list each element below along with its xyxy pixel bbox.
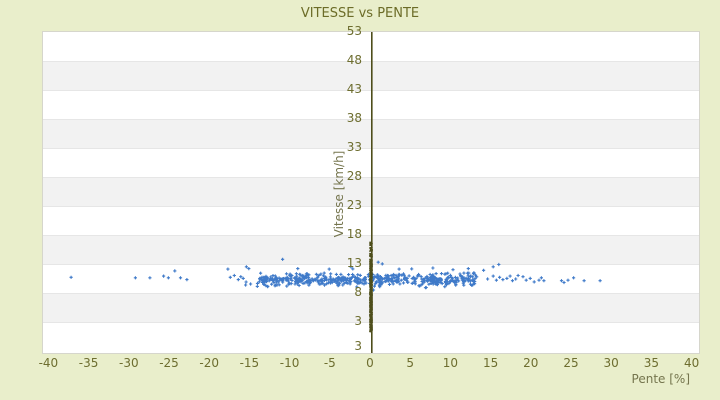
x-tick-label: 10 [442,356,459,370]
plot-area [42,31,700,354]
x-tick-label: -30 [118,356,139,370]
x-tick-label: 0 [366,356,374,370]
x-tick-label: 40 [683,356,700,370]
scatter-points-blue [69,257,602,292]
x-tick-label: 15 [482,356,499,370]
y-axis-title: Vitesse [km/h] [332,150,346,238]
x-tick-label: 30 [603,356,619,370]
x-tick-label: -5 [323,356,336,370]
scatter-layer [69,32,602,353]
x-tick-label: 25 [563,356,579,370]
x-tick-label: -20 [199,356,219,370]
x-axis-title: Pente [%] [631,372,690,386]
x-tick-label: -40 [38,356,59,370]
x-tick-label: 5 [406,356,414,370]
x-tick-label: 20 [523,356,539,370]
x-tick-label: 35 [643,356,660,370]
x-tick-label: -15 [239,356,260,370]
zero-cluster-points [369,241,373,333]
x-tick-label: -10 [279,356,300,370]
x-tick-label: -35 [78,356,99,370]
chart-title: VITESSE vs PENTE [300,6,420,21]
x-tick-label: -25 [159,356,179,370]
